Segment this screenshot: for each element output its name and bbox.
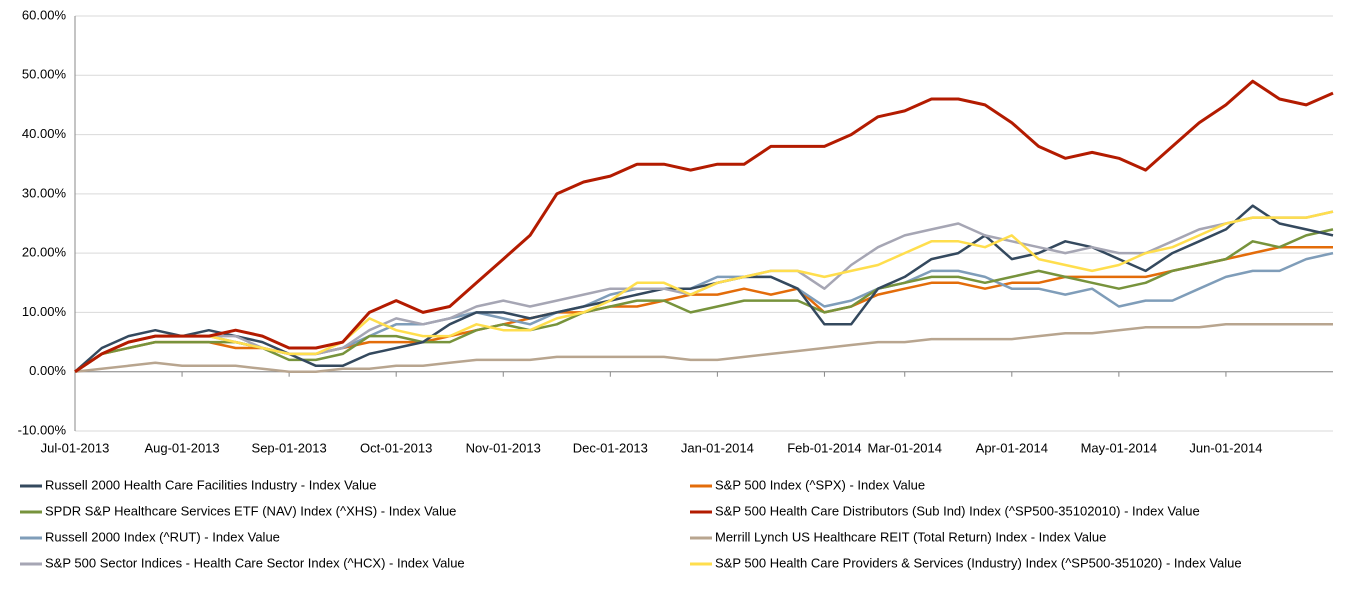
legend-label: S&P 500 Index (^SPX) - Index Value (715, 477, 925, 492)
x-tick-label: Jan-01-2014 (681, 440, 754, 455)
legend-label: S&P 500 Health Care Providers & Services… (715, 555, 1242, 570)
legend-label: Merrill Lynch US Healthcare REIT (Total … (715, 529, 1106, 544)
legend-label: SPDR S&P Healthcare Services ETF (NAV) I… (45, 503, 456, 518)
x-tick-label: Apr-01-2014 (976, 440, 1048, 455)
x-tick-label: Jul-01-2013 (41, 440, 110, 455)
y-tick-label: 30.00% (22, 185, 67, 200)
series-line (74, 210, 1334, 373)
legend-label: S&P 500 Health Care Distributors (Sub In… (715, 503, 1200, 518)
y-tick-label: 60.00% (22, 7, 67, 22)
legend-label: S&P 500 Sector Indices - Health Care Sec… (45, 555, 465, 570)
x-tick-label: Mar-01-2014 (868, 440, 942, 455)
x-tick-label: Nov-01-2013 (466, 440, 541, 455)
y-tick-label: 0.00% (29, 363, 66, 378)
y-tick-label: 40.00% (22, 126, 67, 141)
series-line (74, 228, 1334, 373)
y-tick-label: 20.00% (22, 245, 67, 260)
series-line (74, 323, 1333, 373)
x-tick-label: Feb-01-2014 (787, 440, 861, 455)
y-tick-label: -10.00% (18, 422, 67, 437)
y-tick-label: 50.00% (22, 67, 67, 82)
x-tick-label: Dec-01-2013 (573, 440, 648, 455)
y-tick-label: 10.00% (22, 304, 67, 319)
x-tick-label: Jun-01-2014 (1189, 440, 1262, 455)
x-tick-label: May-01-2014 (1081, 440, 1158, 455)
x-tick-label: Aug-01-2013 (144, 440, 219, 455)
series-line (74, 79, 1334, 373)
legend-label: Russell 2000 Index (^RUT) - Index Value (45, 529, 280, 544)
x-tick-label: Oct-01-2013 (360, 440, 432, 455)
x-tick-label: Sep-01-2013 (252, 440, 327, 455)
legend-label: Russell 2000 Health Care Facilities Indu… (45, 477, 376, 492)
